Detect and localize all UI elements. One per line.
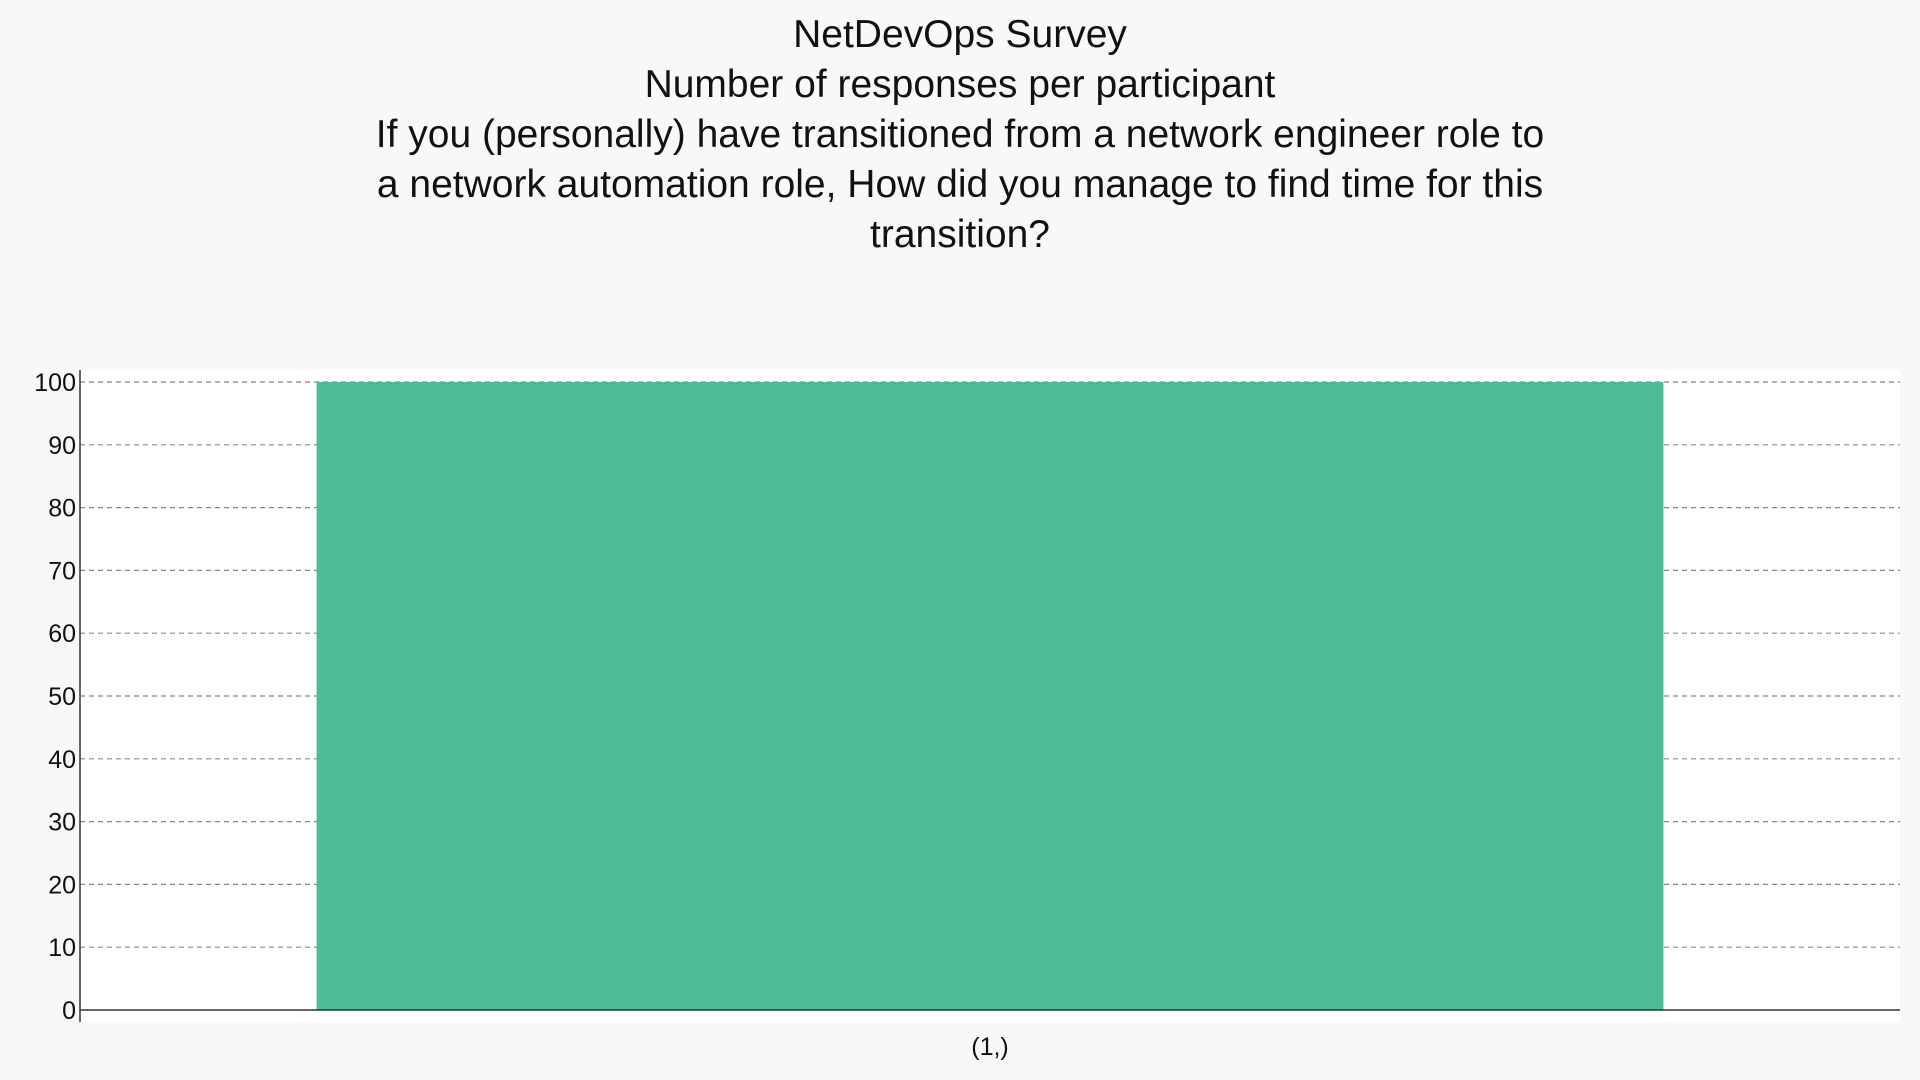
title-line-3: If you (personally) have transitioned fr… xyxy=(375,113,1545,156)
y-tick-label-80: 80 xyxy=(48,495,76,523)
bar-0 xyxy=(316,382,1664,1010)
y-tick-label-10: 10 xyxy=(48,934,76,962)
y-tick-label-20: 20 xyxy=(48,871,76,899)
y-tick-label-50: 50 xyxy=(48,683,76,711)
y-tick-label-60: 60 xyxy=(48,620,76,648)
title-line-4: a network automation role, How did you m… xyxy=(376,163,1544,206)
title-line-2: Number of responses per participant xyxy=(644,63,1276,106)
y-tick-label-90: 90 xyxy=(48,432,76,460)
bars xyxy=(316,382,1664,1010)
y-tick-label-100: 100 xyxy=(34,369,76,397)
y-tick-label-30: 30 xyxy=(48,809,76,837)
axes xyxy=(79,370,1900,1022)
title-line-5: transition? xyxy=(870,213,1050,256)
x-tick-label-0: (1,) xyxy=(971,1033,1009,1061)
title-line-1: NetDevOps Survey xyxy=(793,13,1127,56)
chart-title: NetDevOps Survey Number of responses per… xyxy=(0,10,1920,260)
y-tick-labels: 0 10 20 30 40 50 60 70 80 90 100 xyxy=(34,369,76,1025)
y-tick-label-70: 70 xyxy=(48,557,76,585)
y-tick-label-0: 0 xyxy=(62,997,76,1025)
y-tick-label-40: 40 xyxy=(48,746,76,774)
x-tick-labels: (1,) xyxy=(971,1033,1009,1061)
